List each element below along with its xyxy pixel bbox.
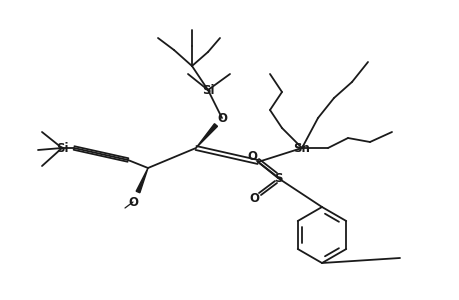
Text: Sn: Sn [293, 142, 310, 154]
Text: O: O [128, 196, 138, 208]
Text: O: O [246, 149, 257, 163]
Polygon shape [136, 168, 148, 193]
Text: O: O [248, 191, 258, 205]
Text: O: O [217, 112, 226, 124]
Text: Si: Si [202, 83, 214, 97]
Text: S: S [273, 172, 282, 184]
Polygon shape [196, 124, 217, 148]
Text: Si: Si [56, 142, 68, 154]
